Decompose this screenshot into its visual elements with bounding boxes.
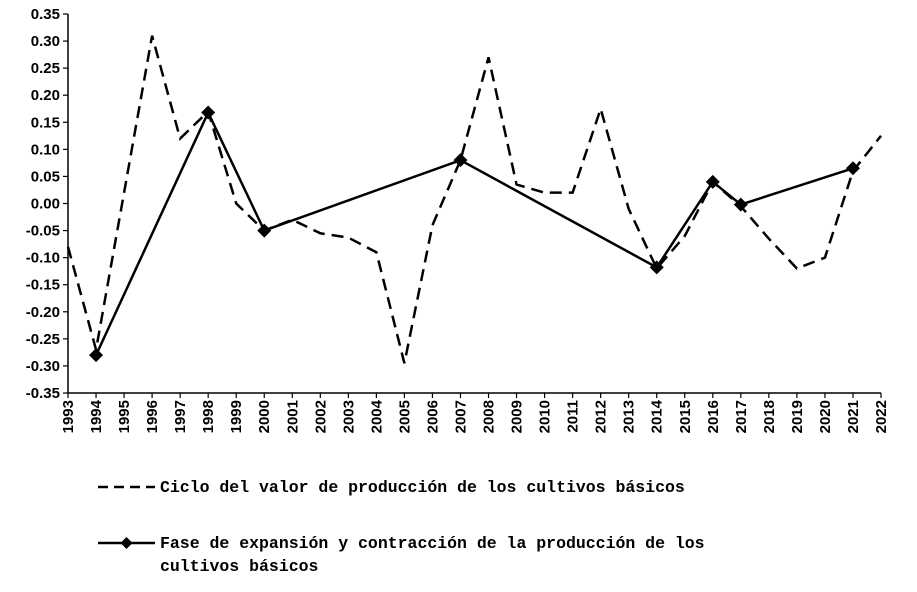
series-ciclo-line [66,35,882,364]
fase-diamond-point [733,197,748,212]
x-tick-label: 2020 [817,400,834,433]
x-tick-label: 2014 [649,399,666,433]
x-tick-label: 2004 [368,399,385,433]
series-fase-line [94,109,854,356]
y-ticks: 0.35 0.30 0.25 0.20 0.15 0.10 0.05 0.00 -0.05 -0.… [26,6,68,402]
fase-diamond-point [649,260,664,275]
x-tick-label: 2019 [789,400,806,433]
x-tick-label: 1996 [144,400,161,433]
x-tick-label: 2000 [256,400,273,433]
y-tick-label: -0.05 [26,223,60,240]
x-tick-label: 2005 [396,400,413,433]
series-layer [66,35,882,364]
x-tick-label: 2006 [424,400,441,433]
x-tick-label: 2009 [509,400,526,433]
x-tick-label: 2008 [481,400,498,433]
fase-diamond-point [845,161,860,176]
fase-diamond-point [257,223,272,238]
y-tick-label: 0.10 [31,141,60,158]
y-tick-label: -0.20 [26,304,60,321]
x-tick-label: 1993 [60,400,77,433]
x-tick-label: 2017 [733,400,750,433]
y-tick-label: -0.35 [26,385,60,402]
y-tick-label: 0.15 [31,114,60,131]
y-tick-label: -0.30 [26,358,60,375]
legend: Ciclo del valor de producción de los cul… [98,478,705,576]
x-tick-label: 2018 [761,400,778,433]
x-tick-label: 2021 [845,400,862,433]
x-tick-label: 2011 [565,400,582,433]
x-tick-label: 2013 [621,400,638,433]
legend-diamond-marker [120,537,133,549]
x-tick-label: 2015 [677,400,694,433]
x-ticks: 1993 1994 1995 1996 1997 1998 1999 2000 2001 2002… [60,393,890,433]
x-tick-label: 2003 [340,400,357,433]
legend-label-fase-line1: Fase de expansión y contracción de la pr… [160,534,705,553]
x-tick-label: 1994 [88,399,105,433]
legend-label-ciclo: Ciclo del valor de producción de los cul… [160,478,685,497]
legend-label-fase-line2: cultivos básicos [160,557,318,576]
fase-diamond-point [453,153,468,168]
x-tick-label: 2001 [284,400,301,433]
y-tick-label: 0.20 [31,87,60,104]
x-tick-label: 2016 [705,400,722,433]
fase-diamond-point [89,348,104,363]
y-tick-label: 0.00 [31,196,60,213]
y-tick-label: -0.15 [26,277,60,294]
x-tick-label: 2010 [537,400,554,433]
x-tick-label: 1998 [200,400,217,433]
y-tick-label: 0.35 [31,6,60,23]
fase-diamond-point [705,174,720,189]
x-tick-label: 1995 [116,400,133,433]
x-tick-label: 2007 [452,400,469,433]
x-tick-label: 1997 [172,400,189,433]
y-tick-label: 0.25 [31,60,60,77]
y-tick-label: 0.05 [31,168,60,185]
x-tick-label: 1999 [228,400,245,433]
y-tick-label: -0.10 [26,250,60,267]
x-tick-label: 2012 [593,400,610,433]
x-tick-label: 2002 [312,400,329,433]
x-tick-label: 2022 [873,400,890,433]
y-tick-label: -0.25 [26,331,60,348]
y-tick-label: 0.30 [31,33,60,50]
fase-diamond-point [201,105,216,120]
